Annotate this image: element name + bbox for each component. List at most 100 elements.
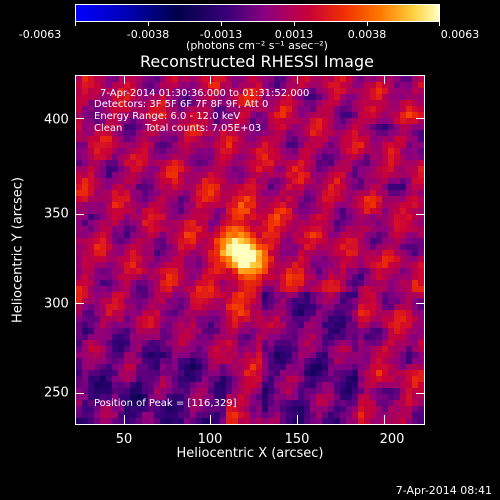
heatmap-cell (382, 286, 389, 293)
heatmap-cell (172, 130, 179, 137)
heatmap-cell (268, 142, 275, 149)
heatmap-cell (418, 178, 424, 185)
heatmap-cell (172, 154, 179, 161)
heatmap-cell (298, 262, 305, 269)
heatmap-cell (94, 292, 101, 299)
heatmap-cell (154, 172, 161, 179)
heatmap-cell (172, 412, 179, 419)
heatmap-cell (310, 142, 317, 149)
heatmap-cell (130, 304, 137, 311)
heatmap-cell (334, 388, 341, 395)
peak-position-label: Position of Peak = [116,329] (94, 398, 237, 409)
heatmap-cell (88, 160, 95, 167)
heatmap-cell (394, 112, 401, 119)
heatmap-cell (208, 346, 215, 353)
heatmap-cell (352, 160, 359, 167)
heatmap-cell (142, 298, 149, 305)
heatmap-cell (268, 268, 275, 275)
heatmap-cell (370, 274, 377, 281)
heatmap-cell (178, 160, 185, 167)
heatmap-cell (274, 262, 281, 269)
heatmap-cell (400, 388, 407, 395)
heatmap-cell (136, 322, 143, 329)
heatmap-cell (304, 142, 311, 149)
heatmap-cell (256, 286, 263, 293)
heatmap-cell (184, 316, 191, 323)
heatmap-cell (262, 166, 269, 173)
heatmap-cell (172, 352, 179, 359)
heatmap-cell (214, 244, 221, 251)
heatmap-cell (334, 280, 341, 287)
heatmap-cell (346, 232, 353, 239)
heatmap-cell (400, 160, 407, 167)
heatmap-cell (130, 352, 137, 359)
heatmap-cell (298, 142, 305, 149)
heatmap-cell (316, 142, 323, 149)
heatmap-cell (352, 364, 359, 371)
heatmap-cell (382, 88, 389, 95)
heatmap-cell (124, 316, 131, 323)
heatmap-cell (262, 412, 269, 419)
heatmap-cell (172, 190, 179, 197)
heatmap-cell (130, 310, 137, 317)
heatmap-cell (100, 400, 107, 407)
heatmap-cell (298, 298, 305, 305)
heatmap-cell (388, 400, 395, 407)
heatmap-cell (106, 82, 113, 89)
heatmap-cell (238, 244, 245, 251)
heatmap-cell (88, 328, 95, 335)
heatmap-cell (220, 292, 227, 299)
heatmap-cell (256, 298, 263, 305)
heatmap-cell (76, 82, 83, 89)
heatmap-cell (412, 262, 419, 269)
heatmap-cell (352, 238, 359, 245)
heatmap-cell (316, 172, 323, 179)
heatmap-cell (334, 364, 341, 371)
heatmap-cell (304, 340, 311, 347)
heatmap-cell (358, 232, 365, 239)
heatmap-cell (244, 358, 251, 365)
heatmap-cell (298, 184, 305, 191)
heatmap-cell (238, 358, 245, 365)
heatmap-cell (100, 406, 107, 413)
heatmap-cell (160, 196, 167, 203)
heatmap-cell (310, 160, 317, 167)
heatmap-cell (154, 370, 161, 377)
heatmap-cell (196, 292, 203, 299)
heatmap-cell (388, 370, 395, 377)
heatmap-cell (250, 160, 257, 167)
heatmap-cell (334, 304, 341, 311)
heatmap-cell (148, 394, 155, 401)
heatmap-cell (118, 328, 125, 335)
heatmap-cell (130, 256, 137, 263)
heatmap-cell (298, 418, 305, 424)
heatmap-cell (322, 358, 329, 365)
heatmap-cell (274, 202, 281, 209)
heatmap-cell (112, 256, 119, 263)
heatmap-cell (250, 112, 257, 119)
heatmap-cell (400, 148, 407, 155)
heatmap-cell (358, 202, 365, 209)
heatmap-cell (190, 358, 197, 365)
heatmap-cell (244, 322, 251, 329)
heatmap-cell (208, 214, 215, 221)
heatmap-cell (196, 322, 203, 329)
heatmap-cell (82, 160, 89, 167)
heatmap-cell (274, 172, 281, 179)
heatmap-cell (268, 400, 275, 407)
heatmap-cell (388, 166, 395, 173)
heatmap-cell (262, 142, 269, 149)
heatmap-cell (376, 106, 383, 113)
heatmap-cell (142, 214, 149, 221)
heatmap-cell (148, 304, 155, 311)
heatmap-cell (388, 418, 395, 424)
heatmap-cell (286, 394, 293, 401)
heatmap-cell (328, 100, 335, 107)
heatmap-cell (190, 244, 197, 251)
heatmap-cell (364, 406, 371, 413)
heatmap-cell (280, 250, 287, 257)
heatmap-cell (274, 250, 281, 257)
heatmap-cell (388, 94, 395, 101)
heatmap-cell (160, 388, 167, 395)
heatmap-cell (358, 250, 365, 257)
